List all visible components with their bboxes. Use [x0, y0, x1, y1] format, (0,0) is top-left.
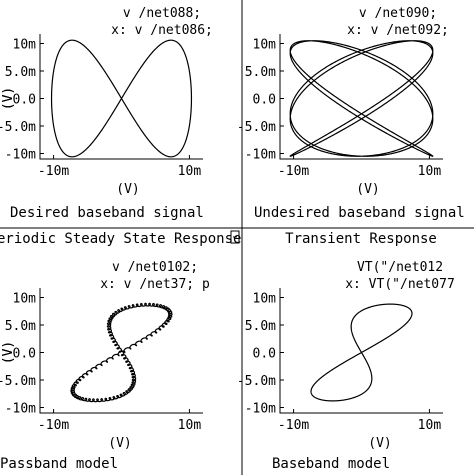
x-tick-label: -10m — [38, 164, 69, 179]
axes — [40, 34, 203, 159]
plot-panel-1: v /net088; x: v /net086; 10m 5.0m 0.0 -5.0m -1… — [0, 6, 213, 221]
x-trace-name: x: VT("/net077 — [345, 277, 455, 292]
y-tick-label: -10m — [5, 148, 36, 163]
x-tick-label: 10m — [178, 164, 202, 179]
y-tick-label: -5.0m — [237, 374, 276, 389]
y-tick-label: 10m — [253, 38, 277, 53]
y-tick-label: -10m — [245, 148, 276, 163]
y-tick-label: 0.0 — [13, 347, 36, 362]
plot-panel-2: v /net090; x: v /net092; 10m 5.0m 0.0 -5.0m -1… — [1, 6, 465, 221]
y-tick-label: -10m — [245, 402, 276, 417]
y-tick-label: 0.0 — [253, 347, 276, 362]
x-axis-label: (V) — [108, 436, 131, 451]
plot-caption: Baseband model — [272, 456, 390, 472]
y-tick-label: 0.0 — [253, 93, 276, 108]
x-axis-label: (V) — [356, 182, 379, 197]
x-axis-label: (V) — [116, 182, 139, 197]
y-tick-label: 10m — [253, 292, 277, 307]
x-tick-label: 10m — [418, 164, 442, 179]
y-tick-label: -5.0m — [0, 374, 36, 389]
x-axis-label: (V) — [368, 436, 391, 451]
y-tick-label: 5.0m — [5, 319, 36, 334]
x-tick-label: -10m — [278, 164, 309, 179]
y-axis-label: (V) — [1, 87, 16, 110]
plot-panel-4: Transient Response VT("/net012 x: VT("/net… — [1, 231, 455, 472]
plot-caption: Passband model — [0, 456, 118, 472]
plot-panel-3: Periodic Steady State Response v /net0102… — [0, 231, 241, 472]
y-tick-label: 10m — [13, 292, 37, 307]
y-tick-label: 0.0 — [13, 93, 36, 108]
xy-trace-curve — [52, 40, 192, 157]
x-tick-label: 10m — [178, 418, 202, 433]
x-tick-label: -10m — [38, 418, 69, 433]
x-tick-label: 10m — [418, 418, 442, 433]
panel-header: Transient Response — [285, 231, 437, 247]
trace-name: v /net0102; — [112, 260, 198, 275]
panel-header: Periodic Steady State Response — [0, 231, 241, 247]
xy-trace-curve — [290, 41, 433, 157]
x-trace-name: x: v /net086; — [111, 23, 213, 38]
xy-trace-curve — [71, 303, 172, 401]
y-tick-label: -5.0m — [237, 120, 276, 135]
y-tick-label: 5.0m — [245, 319, 276, 334]
x-tick-label: -10m — [278, 418, 309, 433]
trace-name: VT("/net012 — [357, 260, 443, 275]
x-trace-name: x: v /net092; — [347, 23, 449, 38]
plot-caption: Desired baseband signal — [10, 205, 204, 221]
x-trace-name: x: v /net37; p — [100, 277, 210, 292]
trace-name: v /net090; — [359, 6, 437, 21]
y-tick-label: 5.0m — [245, 65, 276, 80]
xy-trace-curve — [311, 304, 412, 401]
y-tick-label: 5.0m — [5, 65, 36, 80]
y-tick-label: -5.0m — [0, 120, 36, 135]
y-axis-label: (V) — [1, 341, 16, 364]
trace-name: v /net088; — [123, 6, 201, 21]
plot-caption: Undesired baseband signal — [254, 205, 465, 221]
y-tick-label: -10m — [5, 402, 36, 417]
y-tick-label: 10m — [13, 38, 37, 53]
